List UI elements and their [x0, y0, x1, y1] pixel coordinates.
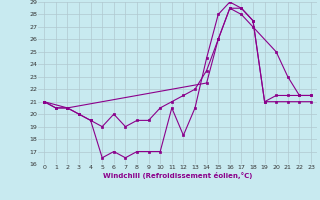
X-axis label: Windchill (Refroidissement éolien,°C): Windchill (Refroidissement éolien,°C) — [103, 172, 252, 179]
